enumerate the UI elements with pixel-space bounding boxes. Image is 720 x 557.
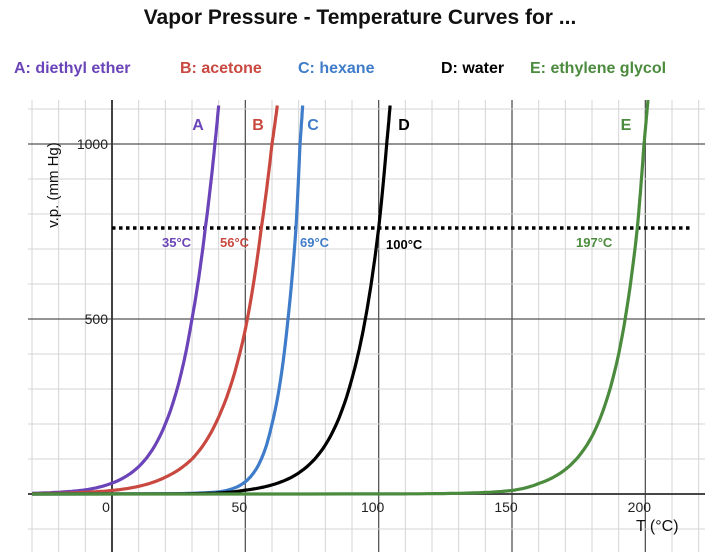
x-tick-label: 50 [232, 499, 248, 515]
boiling-point-label-d: 100°C [386, 237, 423, 252]
legend-item-b: B: acetone [180, 60, 262, 77]
curve-label-a: A [192, 117, 204, 134]
series-curve-b [32, 105, 279, 496]
x-axis-label: T (°C) [636, 518, 679, 535]
boiling-point-label-a: 35°C [162, 235, 192, 250]
boiling-point-label-e: 197°C [576, 235, 613, 250]
boiling-point-label-c: 69°C [300, 235, 330, 250]
x-tick-label: 100 [361, 499, 385, 515]
y-tick-label: 500 [85, 311, 109, 327]
y-axis-label: v.p. (mm Hg) [45, 142, 62, 228]
chart-title: Vapor Pressure - Temperature Curves for … [143, 6, 577, 29]
x-tick-label: 0 [102, 499, 110, 515]
series-curve-c [31, 105, 305, 496]
curve-label-d: D [398, 117, 410, 134]
curve-label-e: E [621, 117, 632, 134]
series-curve-e [32, 99, 650, 496]
y-tick-label: 1000 [77, 136, 108, 152]
legend-item-c: C: hexane [298, 60, 375, 77]
curve-label-c: C [307, 117, 319, 134]
legend-item-e: E: ethylene glycol [530, 60, 667, 77]
x-tick-label: 150 [494, 499, 518, 515]
legend-item-a: A: diethyl ether [14, 60, 131, 77]
boiling-point-label-b: 56°C [220, 235, 250, 250]
curve-label-b: B [252, 117, 264, 134]
x-tick-label: 200 [628, 499, 652, 515]
legend-item-d: D: water [441, 60, 505, 77]
